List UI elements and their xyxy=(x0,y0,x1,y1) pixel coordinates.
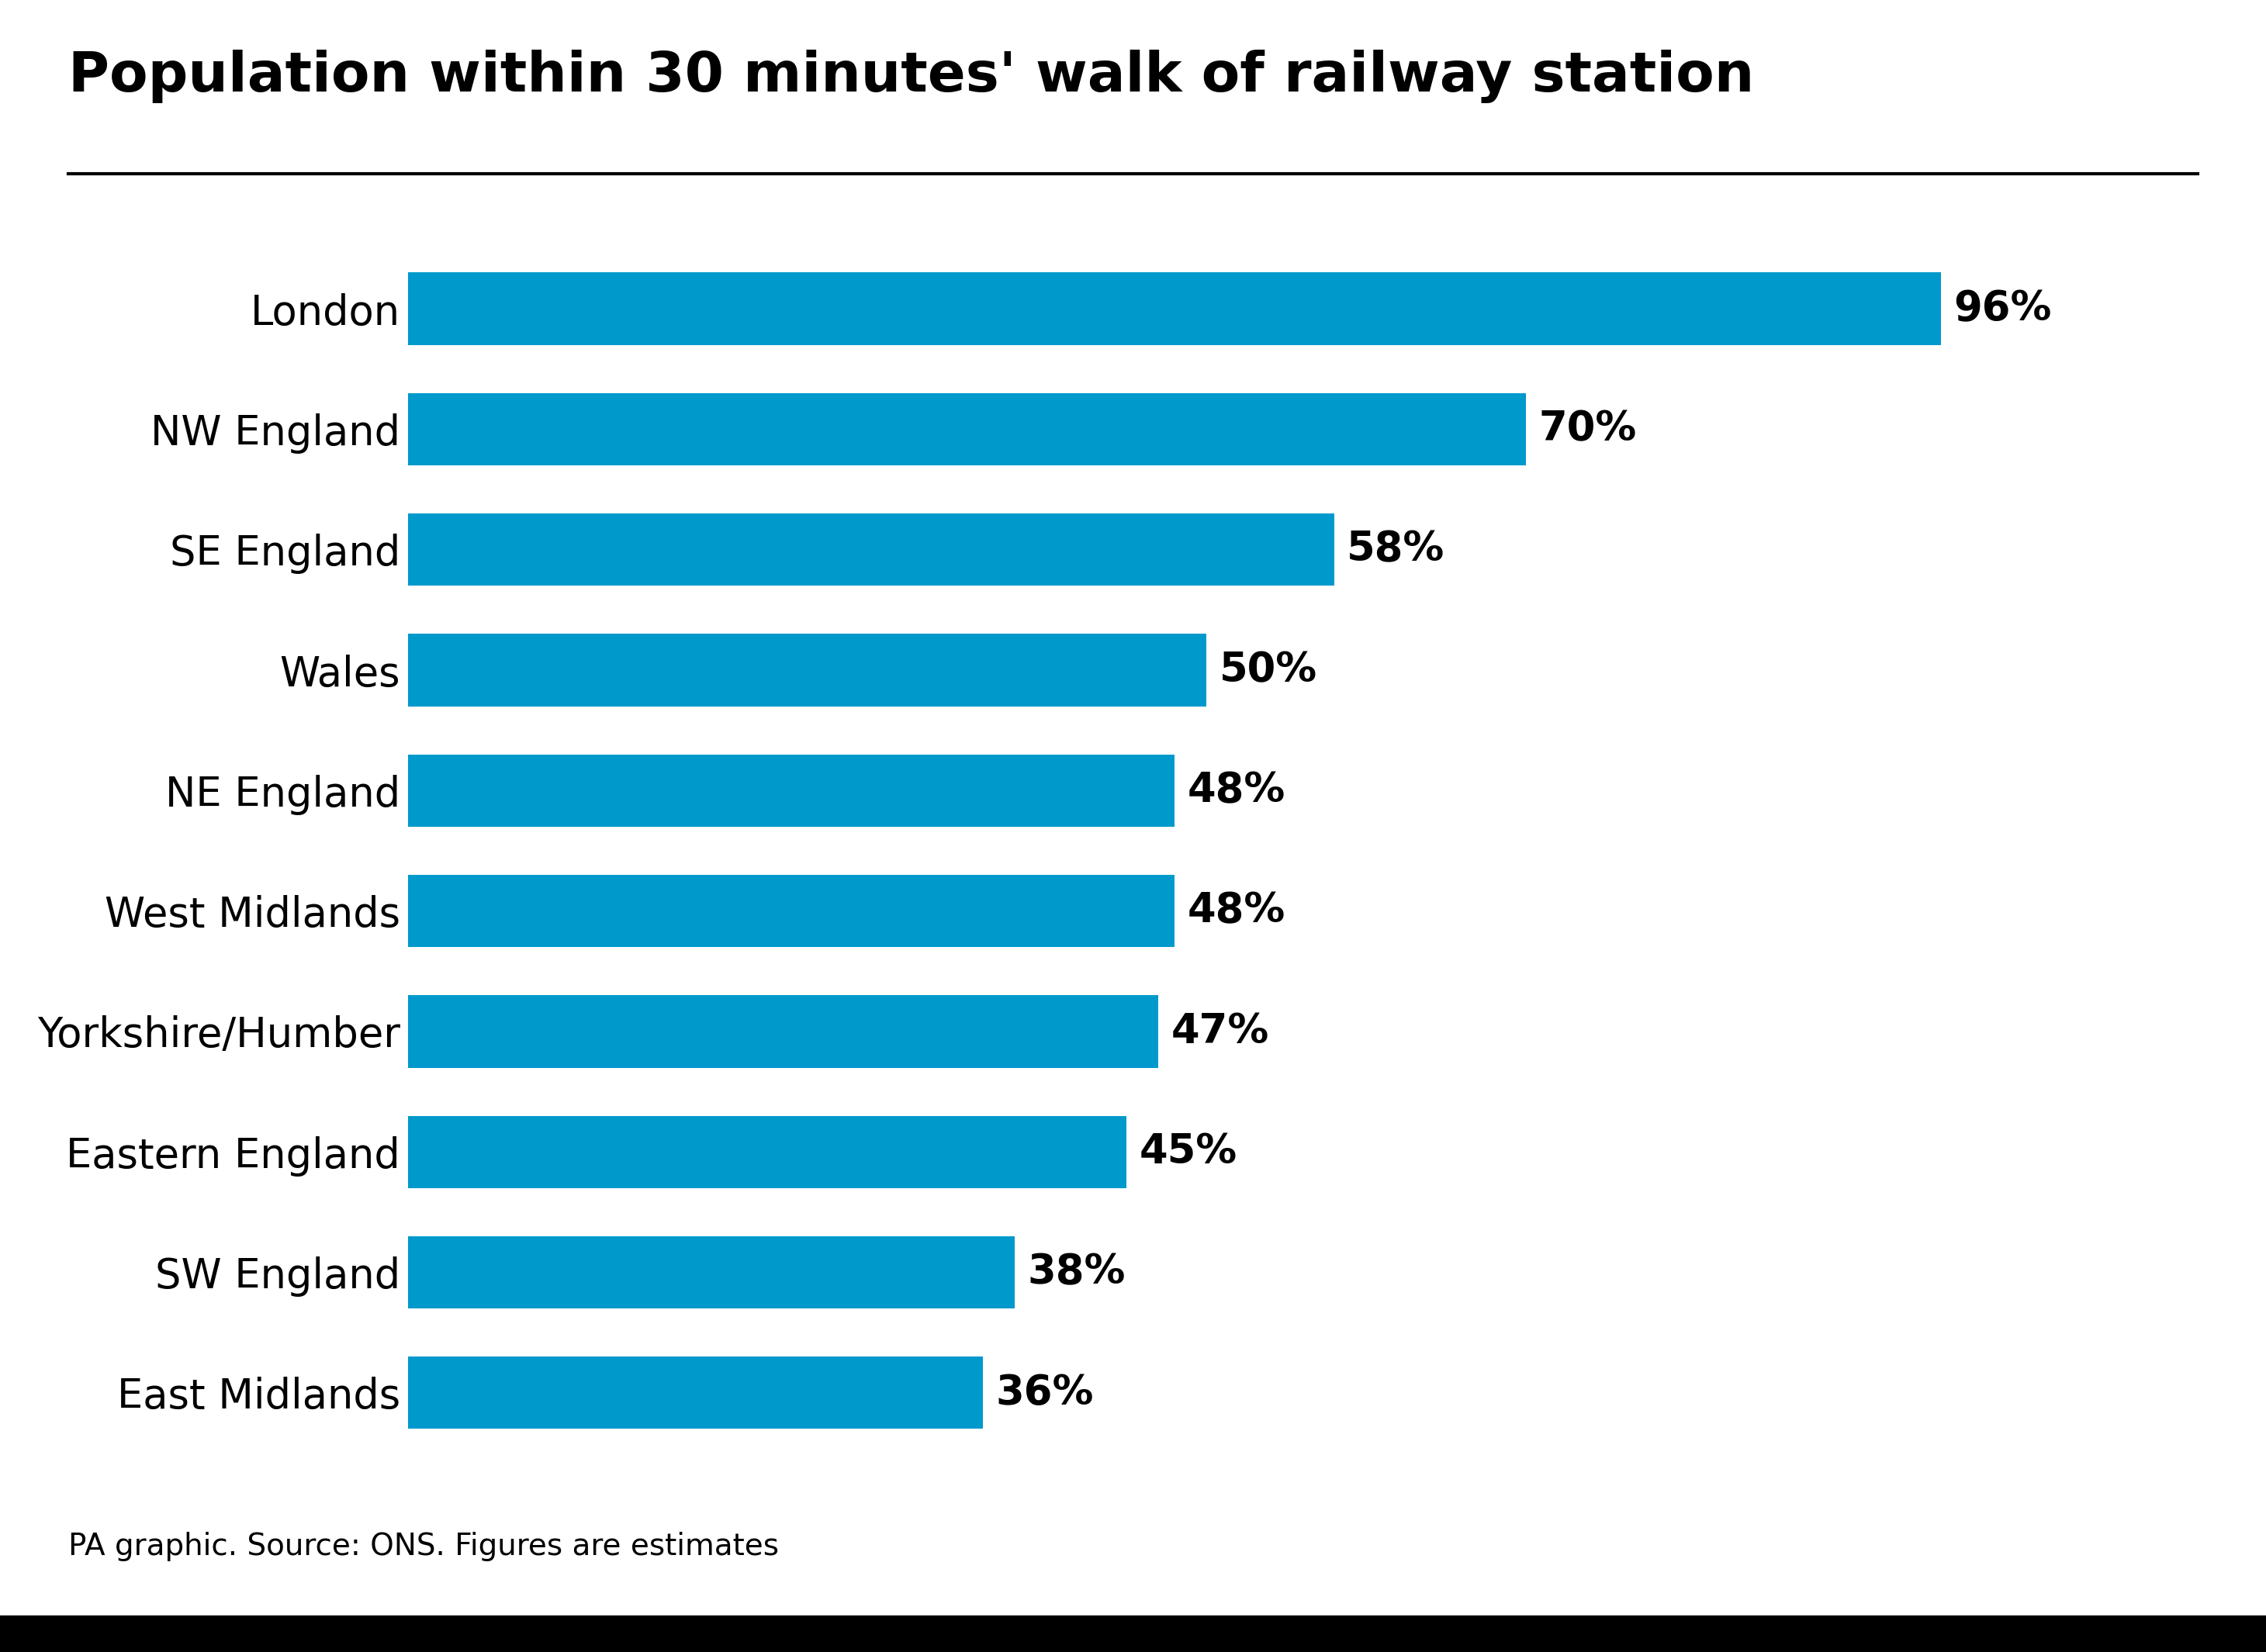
Text: 50%: 50% xyxy=(1219,649,1317,691)
Bar xyxy=(408,273,1942,345)
Text: 36%: 36% xyxy=(995,1373,1094,1412)
Text: 58%: 58% xyxy=(1346,530,1446,570)
Bar xyxy=(408,393,1525,466)
Text: 70%: 70% xyxy=(1539,410,1636,449)
Text: PA graphic. Source: ONS. Figures are estimates: PA graphic. Source: ONS. Figures are est… xyxy=(68,1531,780,1561)
Text: 96%: 96% xyxy=(1953,289,2051,329)
Text: 48%: 48% xyxy=(1187,770,1285,811)
Text: 47%: 47% xyxy=(1172,1011,1269,1052)
Bar xyxy=(408,514,1335,586)
Text: 45%: 45% xyxy=(1140,1132,1237,1171)
Bar xyxy=(408,1115,1126,1188)
Bar xyxy=(408,995,1158,1067)
Bar xyxy=(408,876,1174,947)
Bar xyxy=(408,634,1206,707)
Text: 38%: 38% xyxy=(1026,1252,1126,1292)
Text: 48%: 48% xyxy=(1187,890,1285,932)
Text: Population within 30 minutes' walk of railway station: Population within 30 minutes' walk of ra… xyxy=(68,50,1754,102)
Bar xyxy=(408,1236,1015,1308)
Bar xyxy=(408,755,1174,826)
Bar xyxy=(408,1356,983,1429)
